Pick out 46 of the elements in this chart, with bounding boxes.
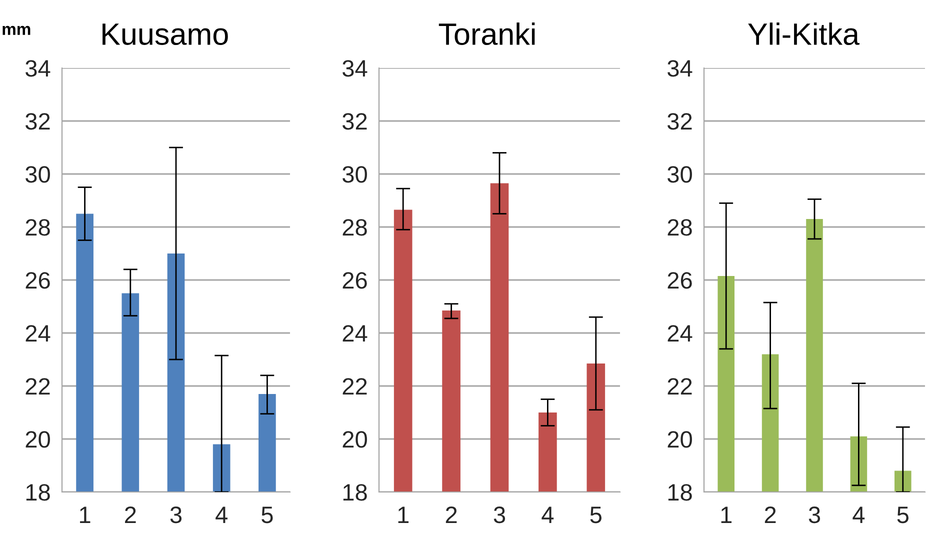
x-tick-label: 3 xyxy=(170,506,182,524)
x-tick-label: 5 xyxy=(590,506,602,524)
x-tick-label: 4 xyxy=(542,506,554,523)
y-tick-label: 18 xyxy=(343,484,367,501)
y-tick-label: 30 xyxy=(342,166,367,183)
y-tick-label: 28 xyxy=(668,219,692,236)
y-tick-label: 34 xyxy=(26,60,50,77)
x-tick-label: 2 xyxy=(446,506,457,523)
y-tick-label: 34 xyxy=(342,60,368,77)
y-axis-title: mm xyxy=(2,26,30,35)
y-tick-label: 32 xyxy=(26,113,50,130)
y-tick-label: 24 xyxy=(668,325,692,342)
x-tick-label: 5 xyxy=(262,506,273,524)
y-tick-label: 18 xyxy=(668,484,692,501)
x-tick-label: 3 xyxy=(808,506,820,524)
y-tick-label: 30 xyxy=(668,166,692,183)
y-tick-label: 22 xyxy=(668,378,692,395)
x-tick-label: 2 xyxy=(764,506,776,523)
x-tick-label: 3 xyxy=(494,506,506,524)
y-tick-label: 18 xyxy=(26,484,50,501)
x-tick-label: 2 xyxy=(125,506,136,523)
y-tick-label: 26 xyxy=(26,272,50,289)
y-tick-label: 20 xyxy=(668,431,692,448)
chart-title: Kuusamo xyxy=(102,24,228,45)
y-tick-label: 24 xyxy=(26,325,50,342)
y-tick-label: 22 xyxy=(342,378,367,395)
y-tick-label: 30 xyxy=(26,166,50,183)
y-tick-label: 20 xyxy=(342,431,367,448)
x-tick-label: 1 xyxy=(721,506,732,523)
y-tick-label: 28 xyxy=(26,219,50,236)
x-tick-label: 4 xyxy=(216,506,228,523)
y-tick-label: 20 xyxy=(26,431,50,448)
y-tick-label: 26 xyxy=(668,272,692,289)
y-tick-label: 24 xyxy=(342,325,368,342)
chart-title: Yli-Kitka xyxy=(748,22,860,45)
y-tick-label: 34 xyxy=(668,60,692,77)
y-tick-label: 32 xyxy=(668,113,692,130)
y-tick-label: 22 xyxy=(26,378,50,395)
x-tick-label: 4 xyxy=(852,506,865,523)
y-tick-label: 32 xyxy=(342,113,367,130)
y-tick-label: 26 xyxy=(342,272,367,289)
x-tick-label: 1 xyxy=(80,506,90,523)
y-tick-label: 28 xyxy=(342,219,367,236)
x-tick-label: 5 xyxy=(897,506,908,524)
chart-title: Toranki xyxy=(438,22,535,45)
x-tick-label: 1 xyxy=(398,506,409,523)
